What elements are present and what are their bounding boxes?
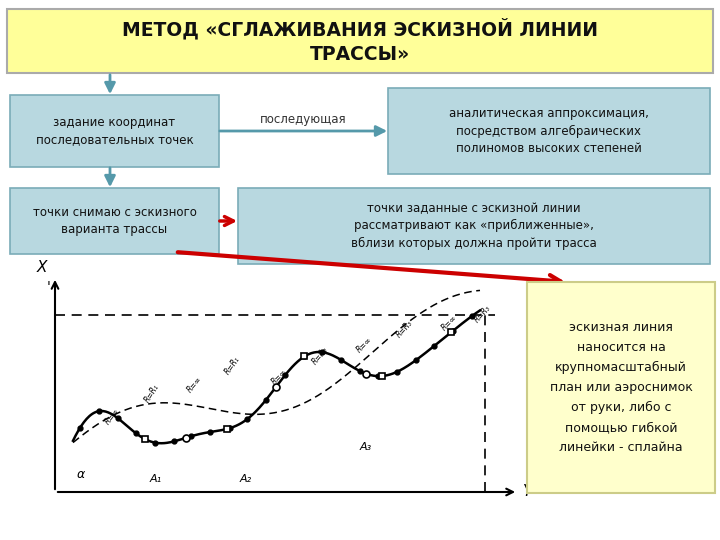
Text: последующая: последующая — [260, 113, 347, 126]
FancyBboxPatch shape — [527, 282, 715, 493]
Text: A₂: A₂ — [240, 474, 252, 484]
Text: X: X — [37, 260, 47, 275]
Text: R=R₁: R=R₁ — [143, 382, 161, 404]
Text: Y: Y — [522, 484, 531, 500]
Text: R=R₂: R=R₂ — [310, 345, 330, 366]
Text: ': ' — [47, 280, 51, 294]
Text: аналитическая аппроксимация,
посредством алгебраических
полиномов высоких степен: аналитическая аппроксимация, посредством… — [449, 107, 649, 154]
Text: R=∞: R=∞ — [355, 335, 374, 354]
Text: R=∞: R=∞ — [185, 374, 204, 394]
FancyBboxPatch shape — [10, 95, 219, 167]
Text: задание координат
последовательных точек: задание координат последовательных точек — [35, 116, 194, 146]
Text: A₁: A₁ — [150, 474, 162, 484]
Text: R=∞: R=∞ — [440, 313, 459, 332]
Text: A₃: A₃ — [360, 442, 372, 452]
Text: МЕТОД «СГЛАЖИВАНИЯ ЭСКИЗНОЙ ЛИНИИ
ТРАССЫ»: МЕТОД «СГЛАЖИВАНИЯ ЭСКИЗНОЙ ЛИНИИ ТРАССЫ… — [122, 18, 598, 64]
Text: R=R₁: R=R₁ — [223, 355, 242, 376]
Text: R=∞: R=∞ — [270, 367, 289, 386]
FancyBboxPatch shape — [7, 9, 713, 73]
Text: R=∞: R=∞ — [103, 406, 121, 426]
Text: R=R₃: R=R₃ — [395, 318, 415, 339]
Text: точки заданные с эскизной линии
рассматривают как «приближенные»,
вблизи которых: точки заданные с эскизной линии рассматр… — [351, 202, 597, 249]
FancyBboxPatch shape — [238, 188, 710, 264]
Text: R=R₃: R=R₃ — [473, 303, 493, 324]
FancyBboxPatch shape — [388, 88, 710, 174]
Text: точки снимаю с эскизного
варианта трассы: точки снимаю с эскизного варианта трассы — [32, 206, 197, 236]
Text: эскизная линия
наносится на
крупномасштабный
план или аэроснимок
от руки, либо с: эскизная линия наносится на крупномасшта… — [549, 321, 693, 454]
FancyBboxPatch shape — [10, 188, 219, 254]
Text: α: α — [77, 468, 85, 481]
